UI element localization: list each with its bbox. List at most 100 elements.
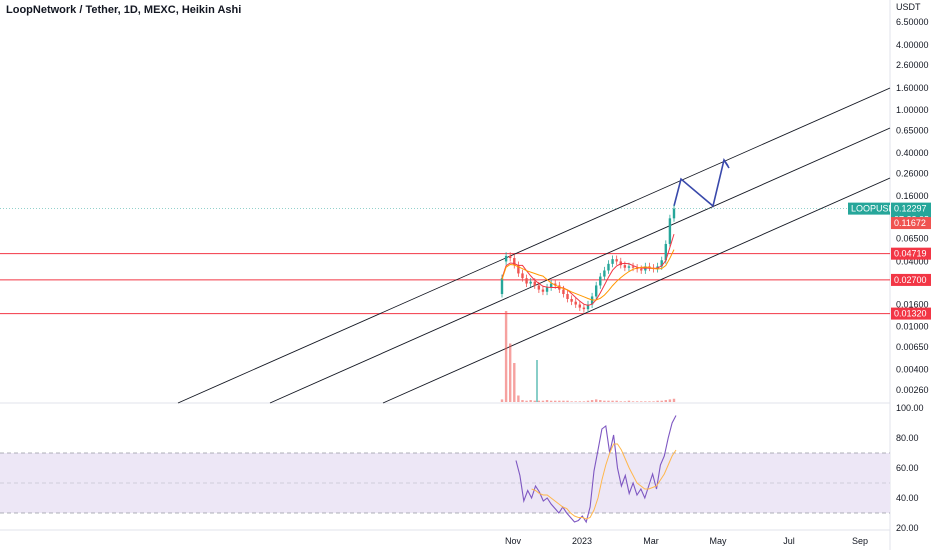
candle-body [623, 265, 627, 268]
price-tick-label: 0.01600 [896, 300, 929, 310]
volume-bar [668, 399, 672, 402]
volume-bar [619, 401, 622, 402]
time-tick-label: 2023 [572, 536, 592, 546]
rsi-line [515, 415, 677, 524]
ma-badge-text: 0.11672 [894, 218, 926, 228]
candle-body [517, 265, 520, 274]
volume-bar [578, 401, 582, 402]
moving-average-fast [501, 233, 675, 306]
volume-bar [635, 401, 639, 402]
price-tick-label: 0.00400 [896, 365, 929, 375]
candle-body [513, 258, 516, 266]
chart-title: LoopNetwork / Tether, 1D, MEXC, Heikin A… [6, 4, 242, 16]
volume-bar [664, 400, 668, 402]
currency-label: USDT [896, 2, 921, 12]
rsi-tick-label: 60.00 [896, 463, 919, 473]
candle-body [619, 261, 622, 266]
volume-bar [525, 400, 528, 402]
volume-bar [631, 401, 635, 402]
level-badge-text: 0.04719 [894, 249, 927, 259]
candle-body [582, 307, 586, 310]
volume-bar [615, 400, 618, 402]
candle-body [541, 289, 545, 292]
candle-body [668, 218, 672, 244]
volume-bar [672, 398, 676, 402]
symbol-badge-text: LOOPUSDT [851, 204, 901, 214]
volume-bar [529, 400, 532, 402]
volume-bar [558, 400, 561, 402]
price-tick-label: 0.40000 [896, 148, 929, 158]
volume-bar [536, 360, 538, 402]
candle-body [607, 263, 610, 271]
volume-bar [500, 399, 504, 402]
price-tick-label: 6.50000 [896, 17, 929, 27]
moving-average-slow [501, 249, 675, 301]
volume-bar [562, 400, 565, 402]
price-tick-label: 0.01000 [896, 322, 929, 332]
time-tick-label: May [709, 536, 727, 546]
time-tick-label: Jul [783, 536, 795, 546]
candle-body [603, 270, 606, 277]
volume-bar [599, 400, 602, 402]
price-tick-label: 0.04000 [896, 256, 929, 266]
price-tick-label: 4.00000 [896, 40, 929, 50]
candle-body [545, 287, 549, 292]
volume-bar [644, 401, 647, 402]
time-tick-label: Nov [505, 536, 522, 546]
price-tick-label: 0.26000 [896, 168, 929, 178]
volume-bar [574, 401, 577, 402]
volume-bar [513, 363, 516, 402]
candle-body [504, 255, 508, 262]
candle-body [631, 266, 635, 268]
volume-bar [549, 400, 553, 402]
candle-body [660, 260, 663, 267]
projection-path [673, 158, 729, 208]
candle-body [594, 285, 598, 297]
candle-body [599, 276, 602, 286]
rsi-tick-label: 80.00 [896, 433, 919, 443]
volume-bar [582, 401, 586, 402]
candle-body [562, 289, 565, 295]
volume-bar [656, 400, 659, 402]
volume-bar [586, 400, 590, 402]
volume-bar [508, 343, 512, 402]
price-tick-label: 0.00650 [896, 342, 929, 352]
channel-line [269, 127, 891, 404]
candle-body [566, 294, 569, 299]
volume-bar [627, 400, 631, 402]
rsi-tick-label: 100.00 [896, 403, 924, 413]
candle-body [537, 285, 541, 290]
candle-body [672, 208, 676, 219]
channel-line [177, 87, 891, 404]
volume-bar [603, 400, 606, 402]
price-badge-text: 0.12297 [894, 204, 927, 214]
volume-bar [607, 400, 610, 402]
candle-body [500, 278, 504, 295]
volume-bar [640, 401, 643, 402]
volume-bar [504, 311, 508, 402]
volume-bar [611, 400, 614, 402]
volume-bar [648, 401, 651, 402]
candle-body [574, 301, 577, 305]
candle-body [529, 281, 532, 284]
rsi-ma-line [531, 443, 677, 520]
level-badge-text: 0.01320 [894, 309, 927, 319]
volume-bar [570, 401, 573, 402]
level-badge [891, 307, 931, 320]
candle-body [554, 283, 557, 286]
candle-body [521, 273, 524, 279]
price-tick-label: 1.00000 [896, 105, 929, 115]
candle-body [525, 278, 528, 284]
time-tick-label: Mar [643, 536, 659, 546]
volume-bar [533, 400, 536, 402]
level-badge [891, 247, 931, 260]
ma-badge [891, 217, 931, 230]
price-tick-label: 0.00260 [896, 385, 929, 395]
volume-bar [517, 395, 520, 402]
candle-body [549, 283, 553, 288]
time-tick-label: Sep [852, 536, 868, 546]
volume-bar [660, 400, 663, 402]
level-badge [891, 273, 931, 286]
projection-arrow [723, 159, 730, 169]
